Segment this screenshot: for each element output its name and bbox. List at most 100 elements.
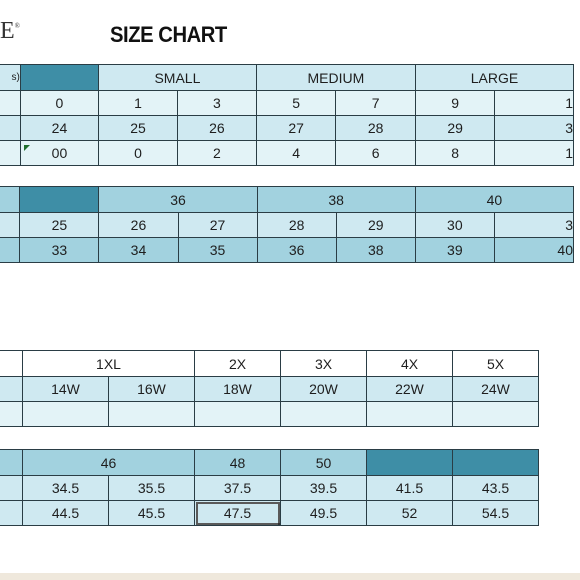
table-cell: 3 [176, 90, 257, 116]
size-table-misses: s) SMALL MEDIUM LARGE 0 1 3 5 7 9 1 24 2… [0, 64, 575, 166]
group-header-2x: 2X [194, 350, 281, 377]
table-cell: 28 [335, 115, 416, 141]
table-cell: 25 [98, 115, 178, 141]
row-label [0, 115, 21, 141]
table-row [0, 401, 539, 427]
table-row: 00 0 2 4 6 8 1 [0, 140, 574, 166]
table-cell: 6 [335, 140, 416, 166]
table-cell: 26 [176, 115, 257, 141]
table-cell: 24 [19, 115, 100, 141]
table-cell: 4 [255, 140, 337, 166]
row-label [0, 237, 21, 263]
group-header-small: SMALL [98, 64, 257, 91]
table-cell: 0 [98, 140, 178, 166]
table-cell: 30 [414, 212, 495, 238]
comment-indicator-icon [24, 145, 30, 151]
row-label [0, 475, 23, 501]
row-label-header [0, 449, 23, 476]
group-header-36: 36 [98, 186, 258, 213]
table-row: 24 25 26 27 28 29 3 [0, 115, 574, 141]
table-cell: 1 [494, 90, 574, 116]
table-cell: 3 [494, 115, 574, 141]
table-row: 0 1 3 5 7 9 1 [0, 90, 574, 116]
table-cell [108, 401, 195, 427]
size-table-plus: 1XL 2X 3X 4X 5X 14W 16W 18W 20W 22W 24W [0, 350, 539, 427]
table-cell: 26 [98, 212, 179, 238]
table-cell: 9 [414, 90, 496, 116]
table-cell: 2 [176, 140, 257, 166]
group-header-50: 50 [280, 449, 367, 476]
table-cell: 36 [256, 237, 337, 263]
table-cell: 40 [493, 237, 575, 263]
table-cell [452, 401, 539, 427]
table-cell: 1 [494, 140, 574, 166]
table-cell: 27 [255, 115, 337, 141]
table-cell: 37.5 [194, 475, 281, 501]
row-label-header [0, 350, 23, 377]
registered-mark: ® [14, 22, 20, 30]
table-cell: 18W [194, 376, 281, 402]
table-cell: 34 [98, 237, 179, 263]
table-cell: 14W [22, 376, 109, 402]
table-cell: 49.5 [280, 500, 367, 526]
table-cell: 39.5 [280, 475, 367, 501]
table-cell: 43.5 [452, 475, 539, 501]
table-cell: 38 [335, 237, 416, 263]
header-blank-cell [19, 64, 100, 91]
logo-text: E [0, 18, 15, 44]
header-blank-cell [19, 186, 100, 213]
table-cell: 27 [177, 212, 258, 238]
table-row: 44.5 45.5 47.5 49.5 52 54.5 [0, 500, 539, 526]
table-cell: 41.5 [366, 475, 453, 501]
group-header-38: 38 [256, 186, 416, 213]
table-cell [194, 401, 281, 427]
row-label [0, 376, 23, 402]
table-cell: 52 [366, 500, 453, 526]
table-row: 34.5 35.5 37.5 39.5 41.5 43.5 [0, 475, 539, 501]
table-cell: 00 [19, 140, 100, 166]
table-cell: 0 [19, 90, 100, 116]
table-row: 33 34 35 36 38 39 40 [0, 237, 575, 263]
table-cell: 8 [414, 140, 496, 166]
row-label [0, 500, 23, 526]
selected-cell[interactable]: 47.5 [194, 500, 281, 526]
brand-logo: E® [0, 18, 20, 45]
row-label-header [0, 186, 21, 213]
table-cell: 33 [19, 237, 100, 263]
row-label-header: s) [0, 64, 21, 91]
group-header-5x: 5X [452, 350, 539, 377]
table-cell: 7 [335, 90, 416, 116]
group-header-4x: 4X [366, 350, 453, 377]
table-cell: 35.5 [108, 475, 195, 501]
table-cell: 44.5 [22, 500, 109, 526]
table-cell: 29 [335, 212, 416, 238]
group-header-3x: 3X [280, 350, 367, 377]
size-table-plus-waist: 46 48 50 34.5 35.5 37.5 39.5 41.5 43.5 4… [0, 449, 539, 526]
group-header-46: 46 [22, 449, 195, 476]
table-cell: 24W [452, 376, 539, 402]
table-cell: 22W [366, 376, 453, 402]
bottom-divider [0, 573, 580, 580]
header-blank-cell [366, 449, 453, 476]
table-cell: 45.5 [108, 500, 195, 526]
table-cell: 29 [414, 115, 496, 141]
row-label [0, 140, 21, 166]
table-cell: 5 [255, 90, 337, 116]
group-header-1xl: 1XL [22, 350, 195, 377]
size-table-waist: 36 38 40 25 26 27 28 29 30 3 33 34 35 36… [0, 186, 575, 263]
table-cell: 20W [280, 376, 367, 402]
group-header-48: 48 [194, 449, 281, 476]
table-cell [280, 401, 367, 427]
table-cell: 54.5 [452, 500, 539, 526]
page-title: SIZE CHART [110, 22, 227, 47]
group-header-40: 40 [414, 186, 575, 213]
row-label [0, 401, 23, 427]
table-cell: 34.5 [22, 475, 109, 501]
table-cell: 16W [108, 376, 195, 402]
row-label [0, 212, 21, 238]
group-header-medium: MEDIUM [255, 64, 416, 91]
table-cell [22, 401, 109, 427]
header-blank-cell [452, 449, 539, 476]
table-cell: 35 [177, 237, 258, 263]
table-row: 25 26 27 28 29 30 3 [0, 212, 575, 238]
